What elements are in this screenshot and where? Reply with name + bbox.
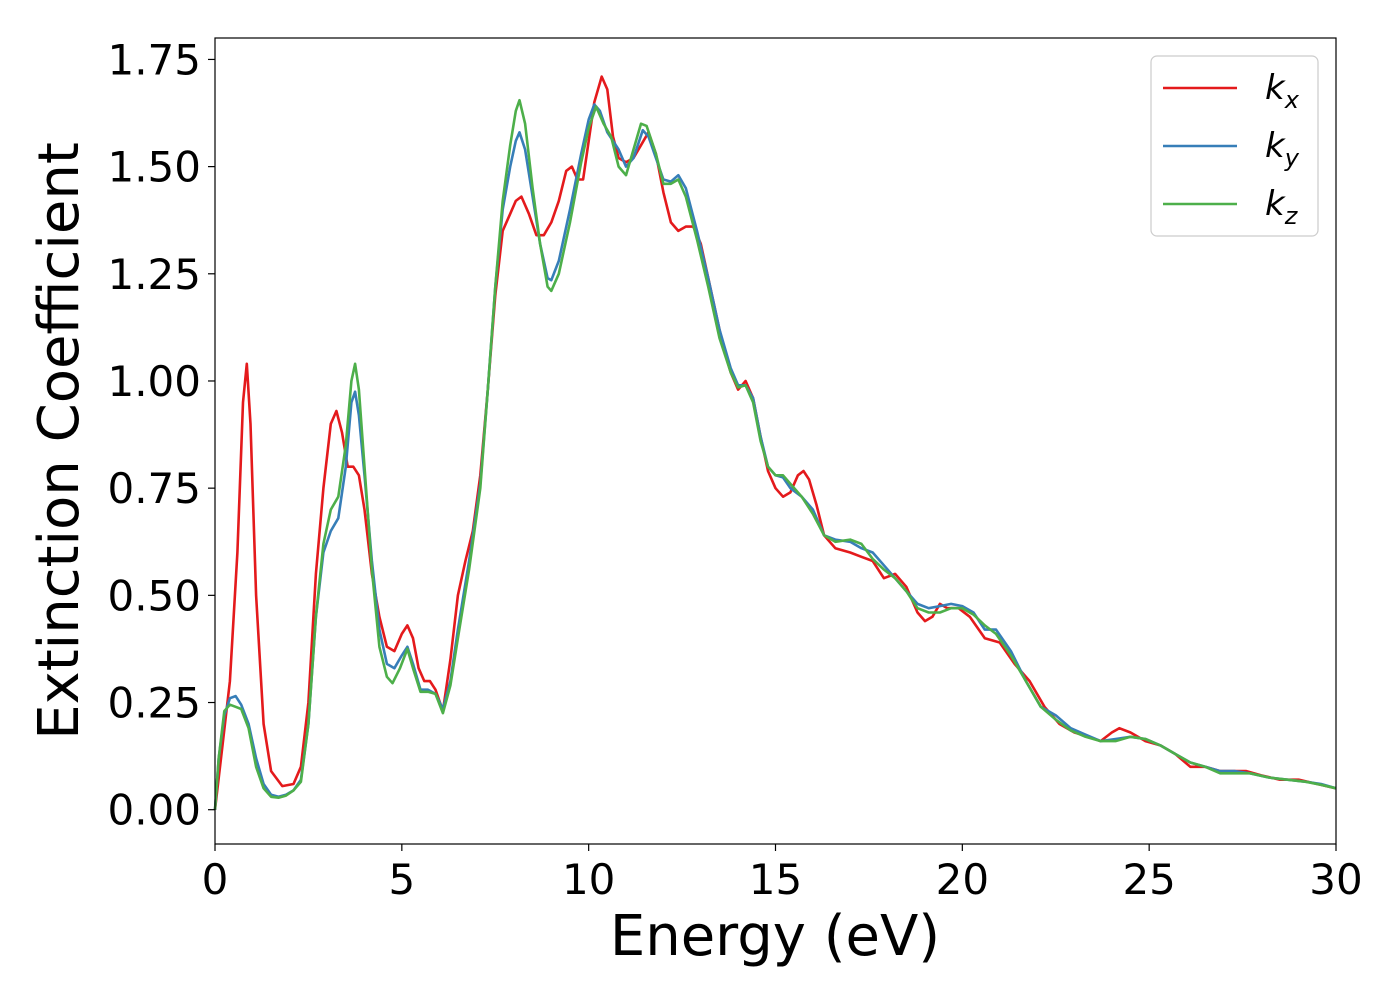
series-line-kx (213, 75, 1337, 810)
x-tick-label: 30 (1309, 855, 1362, 904)
x-tick-label: 0 (202, 855, 229, 904)
y-axis-ticks: 0.00 0.25 0.50 0.75 1.00 1.25 1.50 1.75 (107, 35, 215, 835)
series-layer (213, 75, 1337, 810)
x-tick-label: 10 (562, 855, 615, 904)
legend-label-ky: ky (1265, 126, 1300, 172)
y-axis-title: Extinction Coefficient (27, 142, 92, 740)
series-line-kz (213, 98, 1337, 810)
x-tick-label: 15 (749, 855, 802, 904)
y-tick-label: 0.50 (107, 571, 201, 620)
y-tick-label: 1.75 (107, 35, 201, 84)
y-tick-label: 1.50 (107, 143, 201, 192)
x-tick-label: 20 (936, 855, 989, 904)
plot-background (215, 38, 1336, 844)
x-tick-label: 25 (1122, 855, 1175, 904)
x-tick-label: 5 (388, 855, 415, 904)
y-tick-label: 1.00 (107, 357, 201, 406)
y-tick-label: 1.25 (107, 250, 201, 299)
y-tick-label: 0.25 (107, 679, 201, 728)
y-tick-label: 0.75 (107, 464, 201, 513)
y-tick-label: 0.00 (107, 786, 201, 835)
x-axis-title: Energy (eV) (610, 904, 940, 969)
x-axis-ticks: 0 5 10 15 20 25 30 (202, 844, 1363, 904)
